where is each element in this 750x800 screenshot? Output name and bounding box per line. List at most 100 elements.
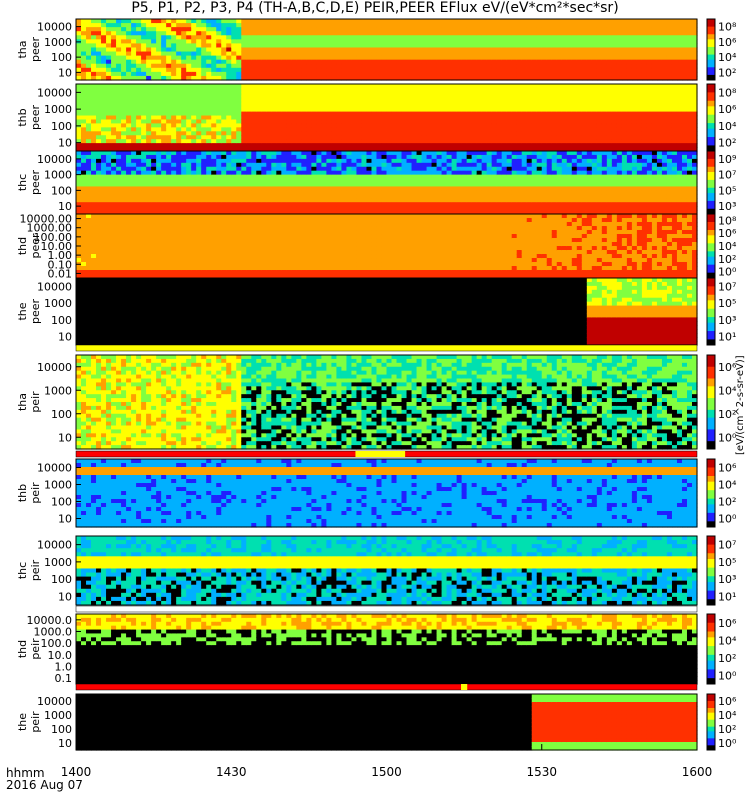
heat-cell <box>326 43 333 49</box>
heat-cell <box>521 119 528 125</box>
heat-cell <box>336 119 343 125</box>
heat-cell <box>501 67 508 73</box>
heat-cell <box>156 131 162 136</box>
heat-cell <box>91 131 97 136</box>
heat-cell <box>86 35 92 40</box>
heat-cell <box>91 178 97 184</box>
heat-cell <box>351 135 358 140</box>
heat-cell <box>371 75 378 81</box>
heat-cell <box>391 127 398 132</box>
heat-cell <box>96 166 102 172</box>
heat-cell <box>351 84 358 89</box>
heat-cell <box>136 210 142 215</box>
heat-cell <box>591 35 598 40</box>
heat-cell <box>511 23 518 28</box>
heat-cell <box>296 119 302 125</box>
heat-cell <box>361 63 368 69</box>
heat-cell <box>686 95 693 101</box>
heat-cell <box>81 154 87 160</box>
heat-cell <box>291 166 297 172</box>
heat-cell <box>391 95 398 101</box>
heat-cell <box>151 186 157 191</box>
heat-cell <box>676 39 683 44</box>
heat-cell <box>536 39 543 44</box>
heat-cell <box>376 87 383 93</box>
heat-cell <box>211 19 217 24</box>
heat-cell <box>446 123 453 128</box>
heat-cell <box>286 19 292 24</box>
heat-cell <box>381 23 388 28</box>
heat-cell <box>596 43 603 49</box>
heat-cell <box>251 43 257 49</box>
heat-cell <box>401 59 408 65</box>
heat-cell <box>536 55 543 61</box>
heat-cell <box>91 111 97 117</box>
heat-cell <box>256 154 262 160</box>
heat-cell <box>676 84 683 89</box>
heat-cell <box>666 35 673 40</box>
heat-cell <box>176 186 182 191</box>
heat-cell <box>196 63 202 69</box>
colorbar-segment <box>707 134 715 138</box>
heat-cell <box>226 147 232 152</box>
heat-cell <box>281 151 287 156</box>
heat-cell <box>196 115 202 121</box>
heat-cell <box>336 59 343 65</box>
heat-cell <box>151 55 157 61</box>
heat-cell <box>356 91 363 97</box>
heat-cell <box>571 47 578 53</box>
heat-cell <box>291 154 297 160</box>
heat-cell <box>546 19 553 24</box>
heat-cell <box>101 47 107 53</box>
heat-cell <box>96 154 102 160</box>
heat-cell <box>376 147 383 152</box>
heat-cell <box>611 135 618 140</box>
heat-cell <box>666 75 673 81</box>
heat-cell <box>606 84 613 89</box>
heat-cell <box>261 71 267 77</box>
heat-cell <box>461 23 468 28</box>
heat-cell <box>171 127 177 132</box>
heat-cell <box>131 194 137 199</box>
heat-cell <box>436 75 443 81</box>
heat-cell <box>86 84 92 89</box>
heat-cell <box>586 75 593 81</box>
heat-cell <box>491 143 498 148</box>
heat-cell <box>546 55 553 61</box>
heat-cell <box>186 127 192 132</box>
heat-cell <box>296 63 302 69</box>
heat-cell <box>126 123 132 128</box>
heat-cell <box>296 158 302 164</box>
heat-cell <box>356 43 363 49</box>
heat-cell <box>106 95 112 101</box>
heat-cell <box>491 31 498 36</box>
heat-cell <box>321 166 328 172</box>
heat-cell <box>316 115 322 121</box>
heat-cell <box>371 135 378 140</box>
heat-cell <box>456 75 463 81</box>
heat-cell <box>101 178 107 184</box>
heat-cell <box>216 151 222 156</box>
heat-cell <box>551 139 558 144</box>
heat-cell <box>141 194 147 199</box>
heat-cell <box>411 115 418 121</box>
heat-cell <box>441 67 448 73</box>
heat-cell <box>376 51 383 57</box>
heat-cell <box>401 39 408 44</box>
heat-cell <box>346 111 353 117</box>
heat-cell <box>146 166 152 172</box>
heat-cell <box>641 95 648 101</box>
heat-cell <box>226 95 232 101</box>
heat-cell <box>641 115 648 121</box>
heat-cell <box>461 59 468 65</box>
heat-cell <box>246 107 252 113</box>
heat-cell <box>431 31 438 36</box>
heat-cell <box>236 158 242 164</box>
heat-cell <box>106 170 112 176</box>
heat-cell <box>191 127 197 132</box>
heat-cell <box>381 131 388 136</box>
heat-cell <box>241 27 247 32</box>
heat-cell <box>266 55 272 61</box>
heat-cell <box>436 67 443 73</box>
